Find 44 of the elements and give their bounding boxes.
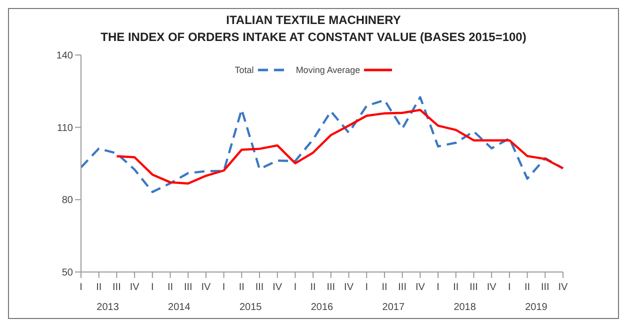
- x-tick-label: III: [540, 282, 550, 293]
- x-tick-label: I: [151, 282, 154, 293]
- x-tick-label: III: [398, 282, 407, 293]
- x-tick-label: IV: [415, 282, 426, 293]
- x-tick-label: II: [238, 282, 244, 293]
- chart-title: ITALIAN TEXTILE MACHINERY: [225, 13, 402, 27]
- x-tick-label: IV: [486, 282, 497, 293]
- text: 2015: [239, 302, 262, 313]
- text: 2014: [168, 302, 191, 313]
- chart-subtitle: THE INDEX OF ORDERS INTAKE AT CONSTANT VALUE (BASES 2015=100): [100, 30, 528, 44]
- x-tick-label: I: [222, 282, 226, 293]
- x-tick-label: IV: [130, 282, 140, 293]
- line-series: [116, 108, 564, 185]
- x-tick-label: III: [326, 282, 336, 293]
- x-tick-label: I: [80, 282, 82, 293]
- x-tick-label: I: [508, 282, 511, 293]
- x-tick-label: I: [294, 282, 297, 293]
- x-tick-label: II: [310, 282, 316, 293]
- x-tick-label: III: [255, 282, 264, 293]
- legend-label: Total: [234, 65, 254, 75]
- text: 2013: [96, 302, 120, 313]
- x-tick-label: IV: [558, 282, 568, 293]
- y-tick-label: 80: [62, 195, 74, 206]
- text: 2018: [454, 302, 476, 313]
- text: 2017: [382, 302, 405, 313]
- x-tick-label: III: [470, 282, 478, 293]
- x-tick-label: IV: [344, 282, 354, 293]
- y-tick-label: 50: [62, 268, 74, 279]
- text: 2019: [525, 302, 548, 313]
- x-tick-label: II: [96, 282, 102, 293]
- x-tick-label: III: [112, 282, 121, 293]
- x-tick-label: II: [524, 282, 530, 293]
- x-tick-label: II: [382, 282, 388, 293]
- x-tick-label: III: [184, 282, 192, 293]
- x-tick-label: I: [436, 282, 440, 293]
- text: 2016: [310, 302, 334, 313]
- x-tick-label: II: [453, 282, 459, 293]
- x-tick-label: I: [365, 282, 368, 293]
- x-tick-label: II: [167, 282, 174, 293]
- legend-label: Moving Average: [296, 65, 360, 75]
- x-tick-label: IV: [272, 282, 282, 293]
- y-tick-label: 140: [56, 50, 74, 62]
- y-tick-label: 110: [57, 122, 74, 134]
- x-tick-label: IV: [201, 282, 212, 293]
